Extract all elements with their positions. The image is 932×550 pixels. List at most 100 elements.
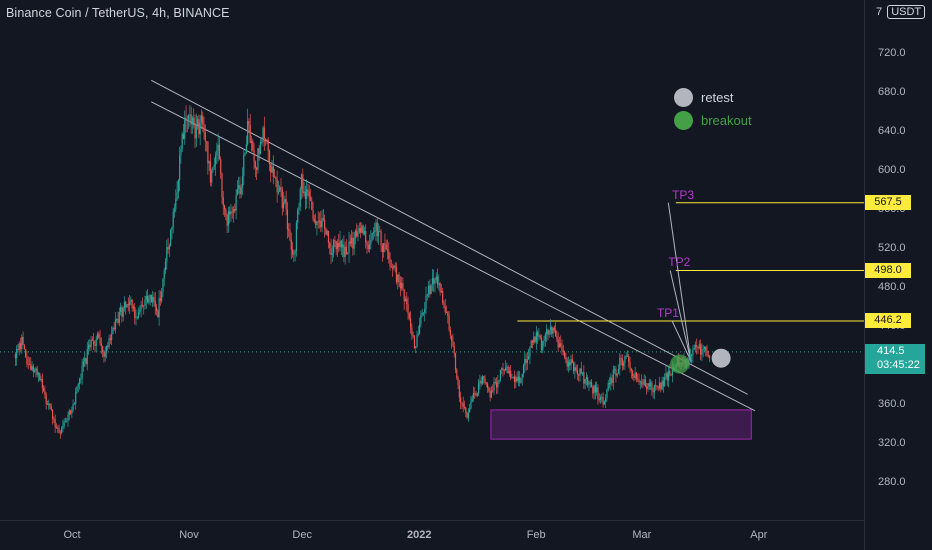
candle-body-182 [248, 120, 250, 125]
candle-body-459 [603, 401, 605, 405]
candle-body-159 [218, 144, 221, 160]
candle-body-221 [298, 206, 300, 210]
candle-body-65 [98, 333, 100, 338]
candle-body-109 [154, 300, 156, 308]
candle-body-232 [312, 210, 314, 220]
candle-body-388 [512, 376, 514, 378]
candle-body-264 [353, 237, 355, 249]
candle-body-245 [329, 242, 331, 248]
candle-body-253 [339, 240, 341, 247]
candle-body-71 [105, 345, 108, 353]
candle-body-131 [182, 133, 185, 139]
markers-layer [670, 348, 731, 374]
candle-body-230 [309, 197, 312, 201]
candle-body-34 [58, 427, 60, 433]
candle-body-154 [212, 166, 214, 171]
candle-body-349 [462, 403, 464, 407]
candle-body-118 [166, 247, 168, 262]
candle-body-505 [662, 380, 664, 386]
candle-body-494 [648, 383, 650, 387]
candle-body-487 [639, 381, 641, 383]
candle-body-364 [481, 376, 484, 384]
candle-body-499 [655, 384, 657, 386]
candle-body-279 [372, 232, 374, 234]
candle-body-235 [316, 221, 318, 225]
candle-body-363 [480, 380, 482, 384]
candle-body-453 [596, 387, 598, 393]
candle-body-434 [571, 359, 573, 363]
candle-body-10 [27, 363, 29, 365]
candle-body-331 [439, 283, 441, 293]
candle-body-528 [692, 349, 694, 356]
candle-body-225 [303, 191, 305, 193]
candle-body-142 [196, 119, 199, 125]
candle-body-145 [200, 115, 203, 123]
candle-body-262 [350, 237, 353, 244]
candle-body-13 [31, 366, 33, 370]
candle-body-526 [689, 356, 691, 359]
candle-body-261 [349, 241, 351, 244]
candle-body-504 [661, 380, 663, 390]
candle-body-352 [466, 413, 468, 418]
candle-body-389 [513, 376, 516, 383]
candle-body-62 [94, 344, 96, 346]
candle-body-365 [483, 376, 485, 379]
chart-title[interactable]: Binance Coin / TetherUS, 4h, BINANCE [6, 6, 230, 20]
currency-label: USDT [887, 5, 926, 19]
candle-body-468 [615, 368, 617, 376]
candle-body-81 [118, 311, 120, 323]
time-tick: Mar [632, 529, 652, 541]
candle-body-420 [553, 327, 555, 331]
candle-body-376 [497, 380, 499, 388]
candle-body-263 [352, 237, 354, 249]
candle-body-68 [102, 345, 104, 353]
candle-body-339 [449, 329, 451, 336]
target-label-tp3: TP3 [672, 187, 695, 202]
candle-body-319 [424, 308, 426, 313]
candle-body-458 [602, 396, 604, 405]
candle-body-401 [529, 347, 531, 357]
candle-body-369 [488, 387, 490, 392]
candle-body-74 [109, 338, 111, 341]
candle-body-257 [344, 246, 346, 257]
candle-body-294 [392, 267, 394, 269]
candle-body-284 [379, 231, 381, 233]
candle-body-201 [272, 166, 274, 177]
candle-body-271 [362, 225, 364, 234]
candle-body-40 [66, 420, 68, 422]
candle-body-308 [410, 318, 412, 328]
candle-body-102 [145, 296, 147, 300]
candle-body-190 [258, 148, 260, 154]
time-tick: Apr [750, 529, 768, 541]
candle-body-177 [241, 175, 244, 188]
candle-body-309 [411, 327, 413, 336]
candle-body-357 [472, 393, 475, 398]
candle-body-492 [646, 386, 648, 390]
candle-body-5 [21, 336, 23, 349]
candle-body-416 [548, 330, 550, 335]
candle-body-447 [588, 383, 590, 385]
candle-body-300 [399, 282, 401, 289]
currency-selector[interactable]: 7 USDT [876, 5, 926, 19]
candle-body-265 [354, 230, 357, 238]
candle-body-406 [535, 332, 537, 343]
candle-body-77 [113, 327, 115, 330]
candle-body-314 [417, 333, 419, 335]
candle-body-28 [50, 406, 52, 410]
legend-item-retest: retest [674, 88, 734, 107]
candle-body-463 [608, 382, 611, 385]
candle-body-255 [341, 244, 344, 248]
candle-body-473 [621, 358, 623, 366]
candle-body-437 [575, 367, 577, 371]
candle-body-171 [234, 208, 236, 211]
candle-body-381 [503, 370, 505, 371]
candle-body-48 [76, 386, 78, 392]
candle-body-407 [537, 332, 539, 337]
candle-body-44 [71, 409, 73, 414]
candle-body-273 [365, 230, 367, 243]
price-tick: 720.0 [878, 47, 906, 59]
candle-body-391 [516, 377, 518, 381]
candle-body-157 [216, 150, 218, 156]
target-projection-tp3 [667, 202, 692, 362]
